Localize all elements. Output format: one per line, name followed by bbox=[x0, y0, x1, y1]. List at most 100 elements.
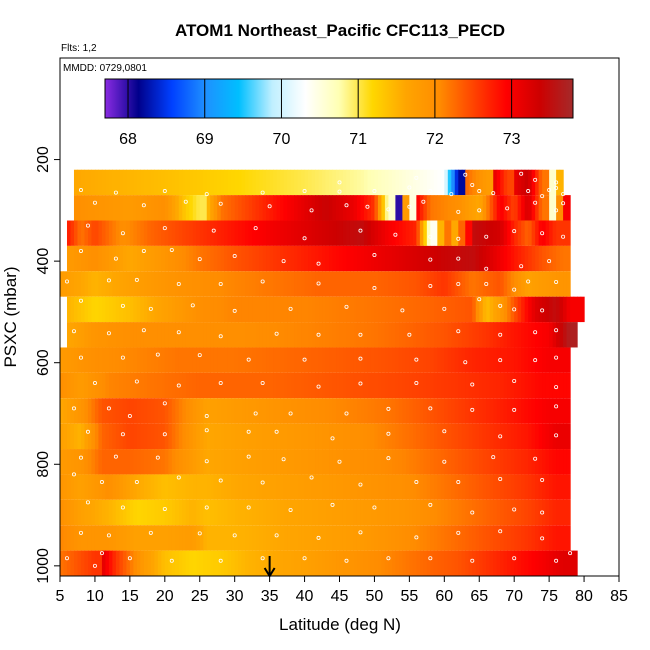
y-tick-label: 800 bbox=[35, 451, 52, 478]
heatmap-cell bbox=[94, 195, 100, 221]
heatmap-cell bbox=[276, 322, 281, 348]
heatmap-cell bbox=[503, 347, 508, 373]
heatmap-cell bbox=[262, 474, 267, 500]
heatmap-cell bbox=[444, 347, 449, 373]
heatmap-cell bbox=[405, 220, 410, 246]
heatmap-cell bbox=[528, 525, 533, 551]
heatmap-cell bbox=[308, 296, 313, 323]
sample-point bbox=[274, 429, 279, 434]
heatmap-cell bbox=[87, 449, 93, 475]
heatmap-cell bbox=[440, 195, 445, 221]
heatmap-cell bbox=[475, 296, 480, 323]
heatmap-cell bbox=[339, 372, 344, 399]
sample-point bbox=[456, 281, 461, 286]
heatmap-cell bbox=[280, 195, 285, 221]
heatmap-cell bbox=[552, 372, 557, 399]
heatmap-cell bbox=[294, 322, 299, 348]
heatmap-cell bbox=[129, 550, 134, 576]
heatmap-cell bbox=[402, 195, 407, 221]
heatmap-cell bbox=[514, 220, 519, 246]
heatmap-cell bbox=[556, 372, 561, 399]
heatmap-cell bbox=[311, 550, 316, 576]
heatmap-cell bbox=[538, 449, 543, 475]
heatmap-cell bbox=[329, 474, 334, 500]
heatmap-cell bbox=[363, 322, 369, 348]
heatmap-cell bbox=[363, 550, 369, 576]
heatmap-cell bbox=[301, 449, 306, 475]
heatmap-cell bbox=[199, 347, 204, 373]
heatmap-cell bbox=[531, 220, 536, 246]
heatmap-cell bbox=[91, 398, 96, 424]
heatmap-cell bbox=[262, 550, 267, 576]
heatmap-cell bbox=[133, 296, 138, 323]
sample-point bbox=[386, 207, 391, 212]
heatmap-cell bbox=[367, 423, 372, 450]
heatmap-cell bbox=[255, 245, 260, 272]
heatmap-cell bbox=[377, 169, 383, 196]
heatmap-cell bbox=[234, 474, 239, 500]
heatmap-cell bbox=[231, 347, 236, 373]
heatmap-cell bbox=[192, 347, 197, 373]
sample-point bbox=[253, 411, 258, 416]
heatmap-cell bbox=[108, 245, 113, 272]
heatmap-cell bbox=[133, 347, 138, 373]
heatmap-cell bbox=[70, 347, 75, 373]
heatmap-cell bbox=[283, 271, 288, 297]
heatmap-cell bbox=[273, 499, 278, 526]
sample-point bbox=[141, 203, 146, 208]
heatmap-cell bbox=[552, 271, 557, 297]
sample-point bbox=[92, 381, 97, 386]
heatmap-cell bbox=[273, 195, 278, 221]
heatmap-cell bbox=[112, 525, 117, 551]
heatmap-cell bbox=[426, 347, 431, 373]
heatmap-cell bbox=[108, 322, 113, 348]
heatmap-cell bbox=[98, 525, 103, 551]
heatmap-cell bbox=[412, 398, 417, 424]
heatmap-cell bbox=[549, 322, 554, 348]
heatmap-cell bbox=[531, 245, 536, 272]
heatmap-cell bbox=[370, 499, 376, 526]
heatmap-cell bbox=[234, 347, 239, 373]
heatmap-cell bbox=[273, 296, 278, 323]
heatmap-cell bbox=[468, 423, 473, 450]
heatmap-cell bbox=[339, 550, 344, 576]
heatmap-cell bbox=[122, 220, 127, 246]
heatmap-cell bbox=[489, 499, 494, 526]
heatmap-cell bbox=[542, 245, 547, 272]
heatmap-cell bbox=[283, 220, 288, 246]
x-tick-label: 50 bbox=[366, 588, 384, 605]
heatmap-cell bbox=[287, 195, 292, 221]
sample-point bbox=[533, 200, 538, 205]
heatmap-cell bbox=[398, 398, 403, 424]
sample-point bbox=[393, 232, 398, 237]
heatmap-cell bbox=[269, 499, 274, 526]
sample-point bbox=[540, 478, 545, 483]
heatmap-cell bbox=[287, 550, 292, 576]
heatmap-cell bbox=[210, 271, 215, 297]
heatmap-cell bbox=[290, 525, 295, 551]
heatmap-cell bbox=[73, 449, 79, 475]
heatmap-cell bbox=[363, 347, 369, 373]
heatmap-cell bbox=[234, 449, 239, 475]
heatmap-cell bbox=[164, 322, 169, 348]
heatmap-cell bbox=[157, 449, 162, 475]
heatmap-cell bbox=[479, 525, 484, 551]
heatmap-cell bbox=[150, 525, 155, 551]
heatmap-cell bbox=[322, 347, 327, 373]
heatmap-cell bbox=[178, 423, 183, 450]
heatmap-cell bbox=[479, 195, 484, 221]
sample-point bbox=[106, 533, 111, 538]
heatmap-cell bbox=[437, 169, 442, 196]
heatmap-cell bbox=[528, 296, 533, 323]
heatmap-cell bbox=[356, 195, 362, 221]
heatmap-cell bbox=[304, 220, 309, 246]
heatmap-cell bbox=[311, 398, 316, 424]
heatmap-cell bbox=[66, 271, 72, 297]
heatmap-cell bbox=[255, 372, 260, 399]
heatmap-cell bbox=[503, 296, 508, 323]
heatmap-cell bbox=[479, 169, 484, 196]
heatmap-cell bbox=[535, 398, 540, 424]
heatmap-cell bbox=[154, 525, 159, 551]
sample-point bbox=[162, 432, 167, 437]
heatmap-cell bbox=[472, 525, 477, 551]
